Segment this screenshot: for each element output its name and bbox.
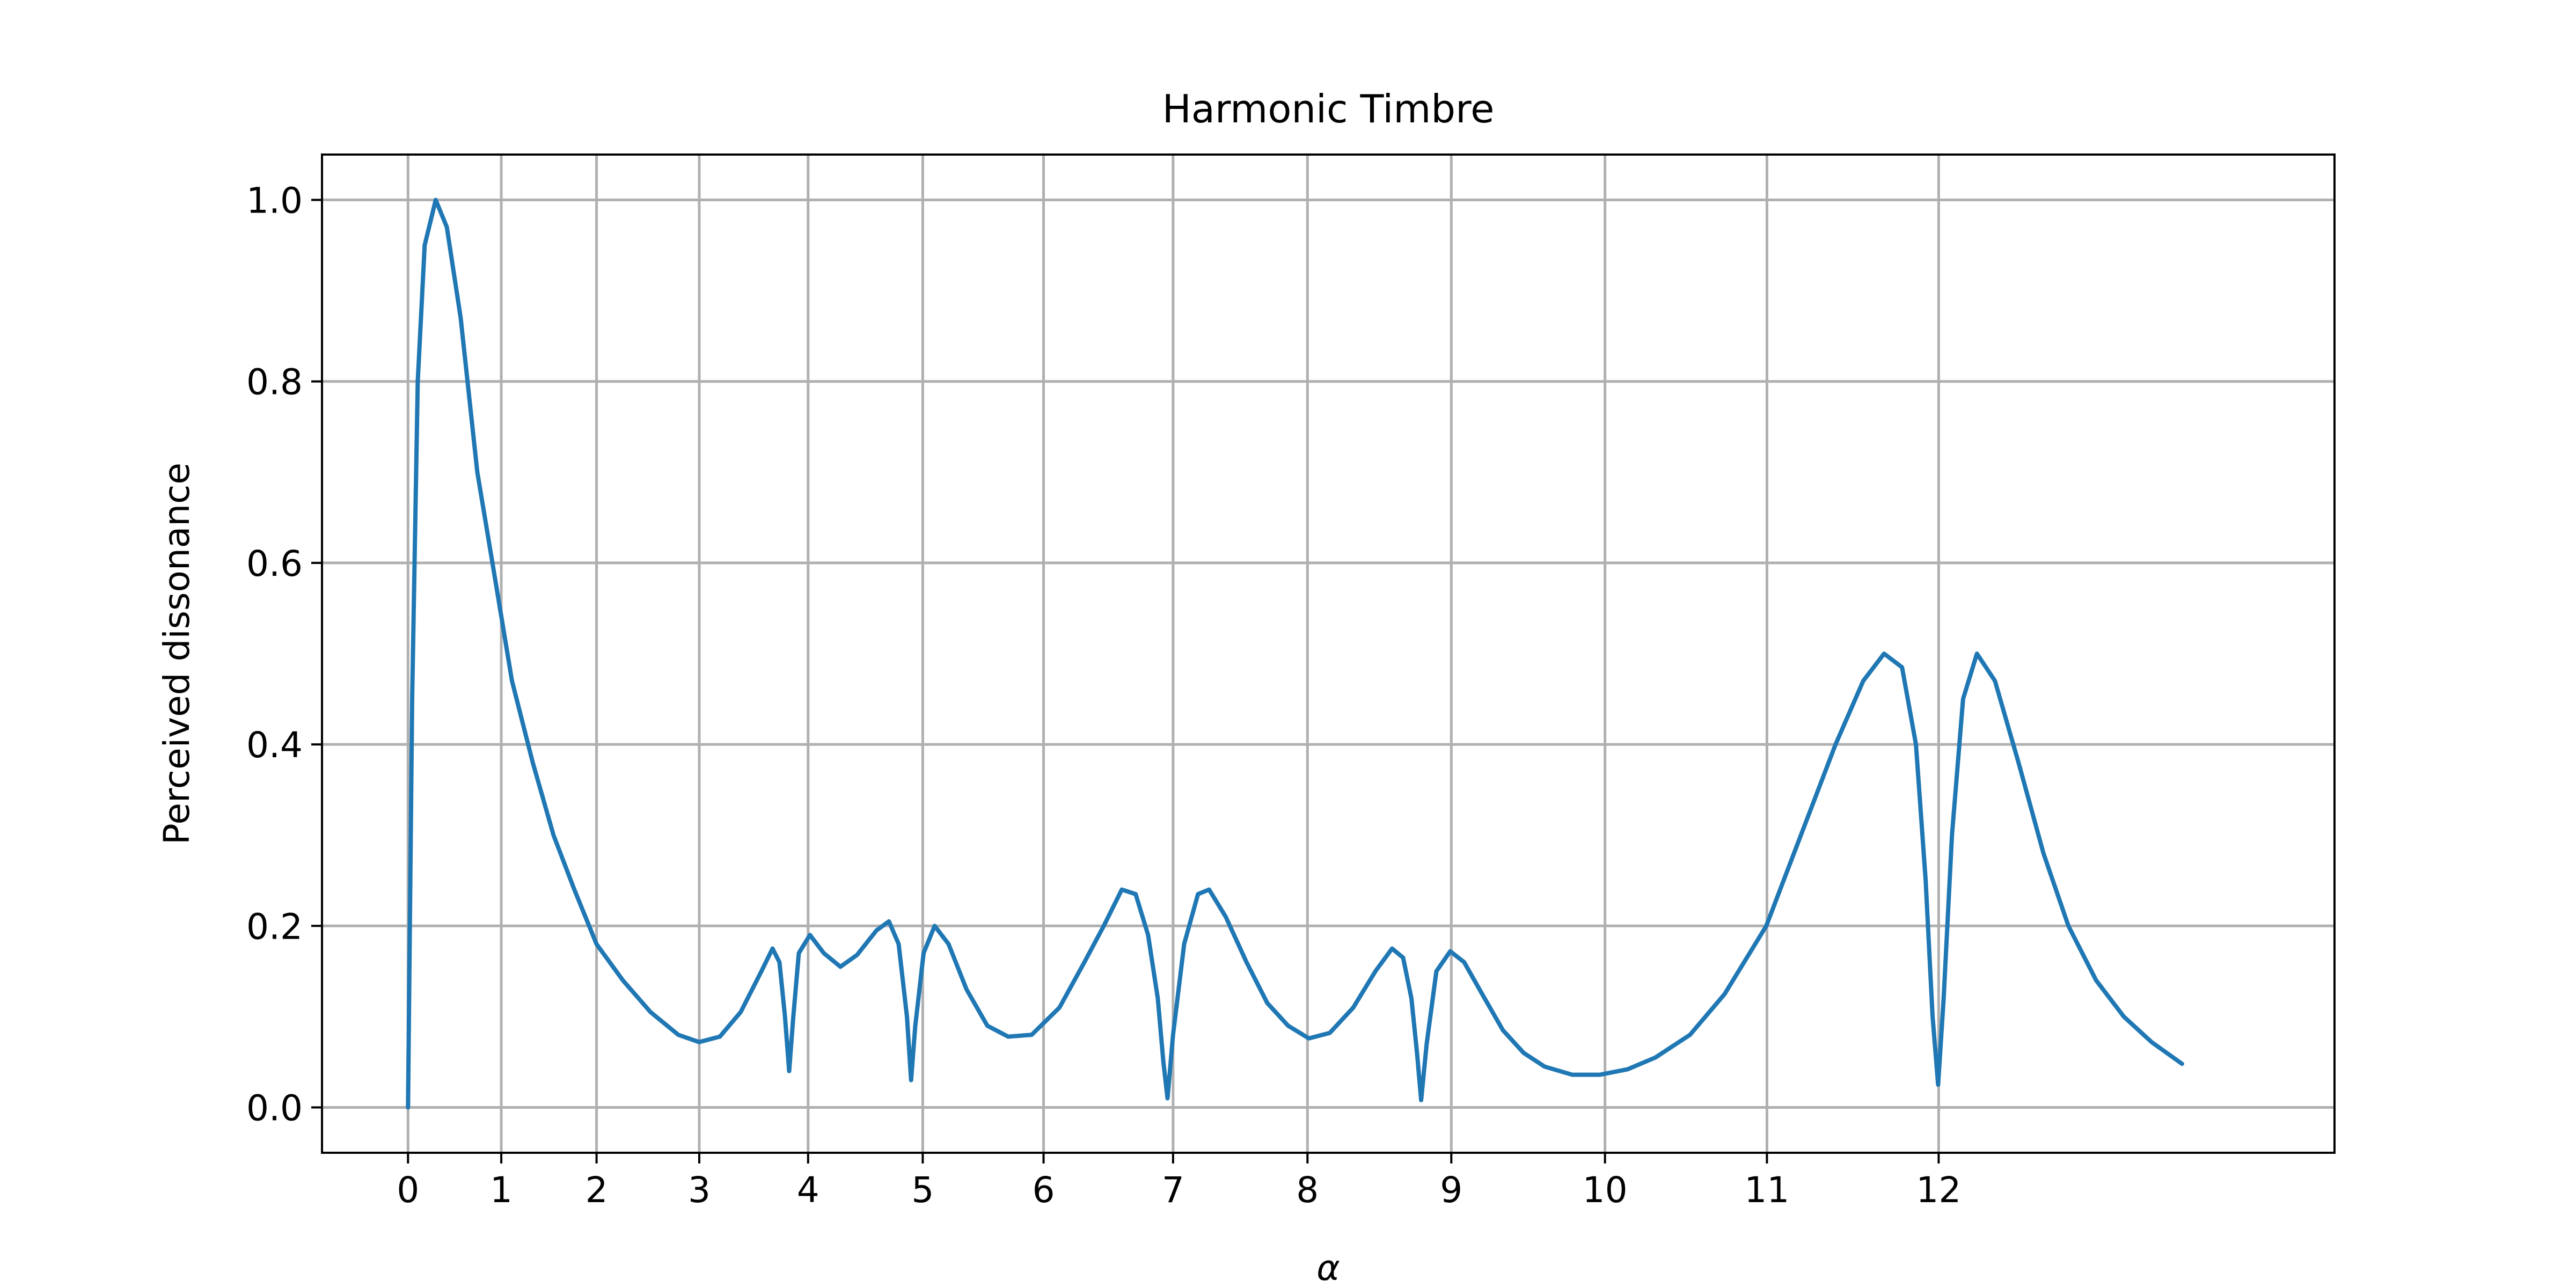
x-axis-ticks: 0 1 2 3 4 5 6 7 8 9 10 11 12: [397, 1153, 1961, 1211]
x-tick-label: 4: [797, 1169, 819, 1211]
y-tick-label: 0.6: [246, 543, 303, 584]
x-tick-label: 6: [1033, 1169, 1055, 1211]
y-tick-label: 0.8: [246, 362, 303, 403]
y-axis-ticks: 0.0 0.2 0.4 0.6 0.8 1.0: [246, 180, 322, 1129]
x-tick-label: 10: [1583, 1169, 1628, 1211]
x-tick-label: 9: [1440, 1169, 1462, 1211]
y-grid: [322, 199, 2334, 1109]
x-tick-label: 2: [586, 1169, 608, 1211]
x-tick-label: 1: [490, 1169, 513, 1211]
y-axis-label: Perceived dissonance: [156, 463, 197, 845]
dissonance-curve: [406, 197, 2184, 1110]
x-axis-label: α: [1316, 1247, 1340, 1288]
y-tick-label: 0.4: [246, 724, 303, 766]
x-tick-label: 11: [1744, 1169, 1789, 1211]
y-tick-label: 0.0: [246, 1087, 303, 1129]
y-tick-label: 1.0: [246, 180, 303, 222]
x-grid: [406, 155, 1940, 1153]
x-tick-label: 3: [688, 1169, 711, 1211]
x-tick-label: 12: [1916, 1169, 1961, 1211]
x-tick-label: 8: [1296, 1169, 1319, 1211]
y-tick-label: 0.2: [246, 906, 303, 947]
chart-title: Harmonic Timbre: [1162, 86, 1495, 131]
x-tick-label: 0: [397, 1169, 419, 1211]
x-tick-label: 7: [1162, 1169, 1184, 1211]
x-tick-label: 5: [911, 1169, 934, 1211]
series-layer: [406, 197, 2184, 1110]
plot-frame: [321, 153, 2336, 1154]
